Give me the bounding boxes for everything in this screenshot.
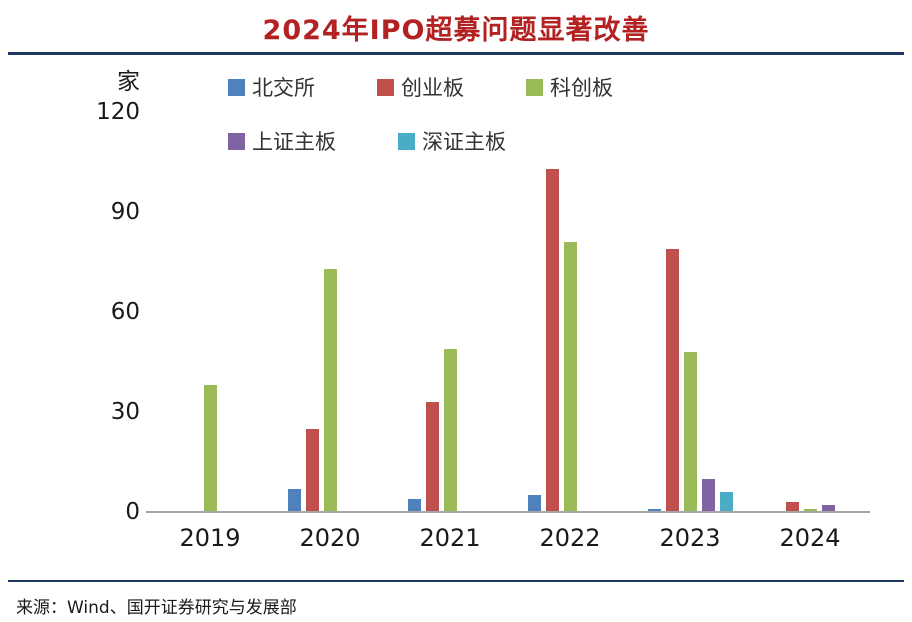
bar-group-2024: 2024 [750, 112, 870, 552]
bar-创业板-2021 [425, 402, 439, 512]
bar-创业板-2020 [305, 428, 319, 512]
legend: 北交所 创业板 科创板上证主板 深证主板 [228, 72, 698, 156]
bars-2023 [630, 112, 750, 512]
legend-item-上证主板: 上证主板 [228, 126, 336, 156]
legend-label: 深证主板 [422, 130, 506, 154]
x-axis-label-2019: 2019 [179, 524, 241, 552]
bar-group-2021: 2021 [390, 112, 510, 552]
bar-创业板-2023 [665, 248, 679, 512]
chart-title: 2024年IPO超募问题显著改善 [262, 15, 650, 46]
bar-group-2019: 2019 [150, 112, 270, 552]
legend-item-深证主板: 深证主板 [398, 126, 506, 156]
y-axis-tick-60: 60 [110, 299, 140, 325]
bar-groups: 2019 2020 2021 2022 2023 2024 [150, 112, 870, 552]
legend-swatch-icon [228, 78, 245, 96]
legend-label: 北交所 [252, 76, 315, 100]
legend-item-北交所: 北交所 [228, 72, 315, 102]
bar-group-2020: 2020 [270, 112, 390, 552]
legend-label: 上证主板 [252, 130, 336, 154]
source-attribution: 来源：Wind、国开证券研究与发展部 [16, 598, 297, 618]
y-axis-tick-30: 30 [110, 399, 140, 425]
y-axis-tick-0: 0 [125, 499, 140, 525]
legend-swatch-icon [526, 78, 543, 96]
bar-科创板-2023 [683, 352, 697, 512]
x-axis-label-2021: 2021 [419, 524, 481, 552]
legend-swatch-icon [398, 132, 415, 150]
x-axis-line [146, 511, 870, 513]
bars-2020 [270, 112, 390, 512]
bar-科创板-2022 [563, 242, 577, 512]
legend-item-科创板: 科创板 [526, 72, 613, 102]
legend-swatch-icon [228, 132, 245, 150]
legend-swatch-icon [377, 78, 394, 96]
bars-2019 [150, 112, 270, 512]
bar-上证主板-2023 [701, 478, 715, 512]
bar-北交所-2020 [287, 488, 301, 512]
bar-北交所-2023 [647, 508, 661, 512]
x-axis-label-2024: 2024 [779, 524, 841, 552]
bar-创业板-2024 [785, 502, 799, 512]
bar-group-2023: 2023 [630, 112, 750, 552]
bars-2022 [510, 112, 630, 512]
bar-北交所-2022 [527, 495, 541, 512]
x-axis-label-2020: 2020 [299, 524, 361, 552]
bar-科创板-2021 [443, 348, 457, 512]
x-axis-label-2023: 2023 [659, 524, 721, 552]
legend-label: 创业板 [401, 76, 464, 100]
bar-北交所-2021 [407, 498, 421, 512]
title-divider-line [8, 52, 904, 55]
x-axis-label-2022: 2022 [539, 524, 601, 552]
bars-2021 [390, 112, 510, 512]
legend-item-创业板: 创业板 [377, 72, 464, 102]
bar-科创板-2019 [203, 385, 217, 512]
legend-label: 科创板 [550, 76, 613, 100]
bar-深证主板-2023 [719, 492, 733, 512]
bar-科创板-2024 [803, 508, 817, 512]
bar-group-2022: 2022 [510, 112, 630, 552]
footer-divider-line [8, 580, 904, 582]
bars-2024 [750, 112, 870, 512]
y-axis-tick-90: 90 [110, 199, 140, 225]
bar-创业板-2022 [545, 168, 559, 512]
bar-科创板-2020 [323, 268, 337, 512]
y-axis: 0 30 60 90 120 [40, 99, 140, 525]
y-axis-tick-120: 120 [96, 99, 140, 125]
y-axis-unit-label: 家 [117, 69, 140, 95]
bar-上证主板-2024 [821, 505, 835, 512]
